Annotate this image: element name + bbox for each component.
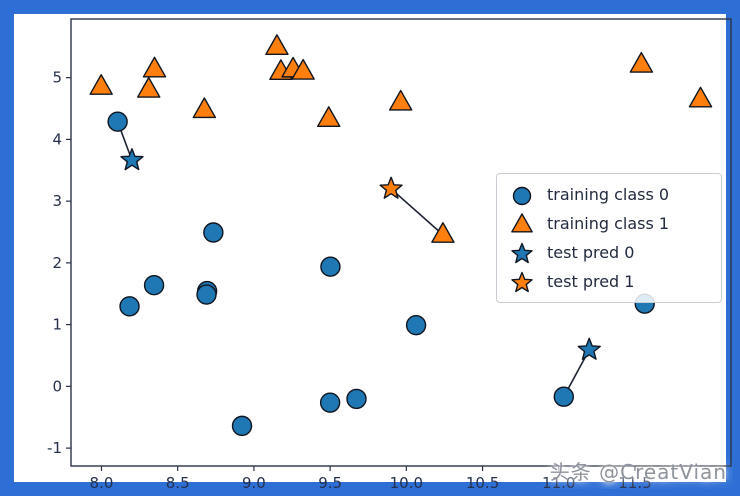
star-marker-icon (511, 271, 533, 292)
legend-item-training-class-0: training class 0 (505, 181, 713, 208)
legend-label-test-pred-1: test pred 1 (547, 272, 635, 291)
triangle-marker (89, 74, 113, 95)
star-marker (577, 337, 601, 360)
triangle-marker (317, 106, 341, 128)
circle-marker-icon (512, 186, 532, 205)
circle-marker (346, 388, 367, 410)
triangle-marker (388, 89, 413, 111)
circle-marker (320, 256, 341, 277)
triangle-marker (629, 51, 654, 73)
circle-marker (119, 296, 140, 317)
y-tick-label: 5 (52, 69, 62, 87)
neighbor-connection-line (390, 188, 444, 236)
x-tick-label: 8.0 (90, 474, 114, 492)
triangle-marker (291, 58, 315, 80)
watermark: 头条 @CreatVian (549, 460, 727, 484)
triangle-marker (136, 76, 161, 98)
circle-marker (319, 392, 341, 413)
triangle-marker (688, 86, 713, 108)
x-tick-label: 9.5 (318, 474, 342, 492)
y-tick-label: 1 (52, 316, 62, 334)
star-marker (120, 148, 144, 171)
triangle-marker (265, 34, 289, 56)
circle-marker (196, 284, 217, 305)
circle-marker (231, 415, 253, 437)
y-tick-label: 0 (52, 377, 62, 395)
legend-label-test-pred-0: test pred 0 (547, 243, 635, 262)
star-marker (379, 176, 403, 199)
circle-marker (143, 275, 165, 296)
legend-item-test-pred-1: test pred 1 (505, 268, 713, 295)
circle-marker (203, 222, 224, 243)
x-tick-label: 10.0 (390, 474, 423, 492)
y-tick-label: 4 (52, 130, 62, 148)
circle-marker (405, 314, 427, 336)
x-tick-label: 11.5 (618, 474, 651, 492)
triangle-marker (192, 97, 217, 119)
star-marker (511, 242, 533, 263)
x-tick-label: 10.5 (466, 474, 499, 492)
circle-marker (107, 111, 128, 132)
legend-label-training-class-0: training class 0 (547, 185, 670, 204)
circle-marker (553, 386, 574, 407)
x-tick-label: 8.5 (166, 474, 190, 492)
y-tick-label: 2 (52, 254, 62, 272)
triangle-marker (511, 212, 533, 233)
triangle-marker (142, 56, 167, 78)
x-tick-label: 11.0 (542, 474, 575, 492)
legend: training class 0 training class 1 test p… (496, 173, 722, 303)
y-tick-label: 3 (52, 192, 62, 210)
star-marker-icon (511, 242, 533, 263)
legend-item-training-class-1: training class 1 (505, 210, 713, 237)
y-tick-label: -1 (47, 439, 62, 457)
x-tick-label: 9.0 (242, 474, 266, 492)
triangle-marker-icon (511, 212, 533, 233)
triangle-marker (431, 222, 455, 243)
star-marker (511, 271, 533, 292)
axes-spines (70, 18, 732, 467)
legend-item-test-pred-0: test pred 0 (505, 239, 713, 266)
circle-marker (512, 186, 532, 205)
legend-label-training-class-1: training class 1 (547, 214, 670, 233)
